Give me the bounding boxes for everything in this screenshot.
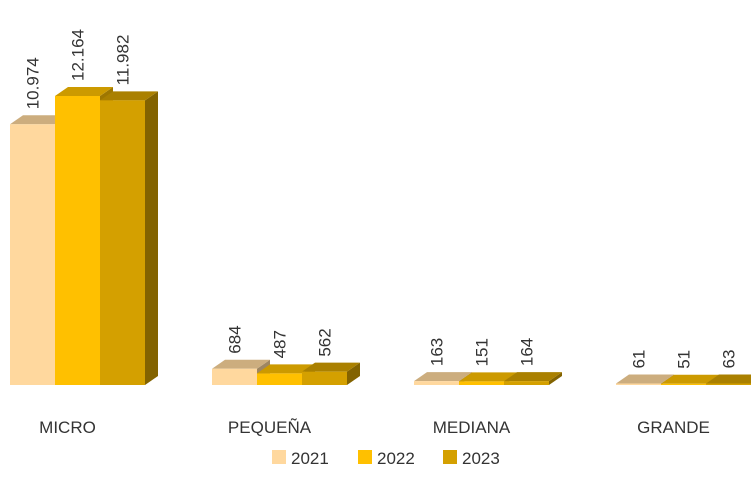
bar: [504, 381, 549, 385]
bar: [302, 371, 347, 385]
x-tick-label: MEDIANA: [433, 418, 511, 437]
bar-top: [459, 372, 517, 382]
bar: [55, 96, 100, 385]
bar-top: [10, 115, 68, 125]
legend-label: 2021: [291, 449, 329, 468]
bar-top: [55, 87, 113, 96]
value-label: 163: [428, 338, 447, 366]
value-label: 10.974: [24, 57, 43, 109]
bar-top: [504, 372, 562, 382]
value-label: 151: [473, 338, 492, 366]
x-tick-label: MICRO: [39, 418, 96, 437]
value-label: 164: [518, 338, 537, 366]
value-label: 12.164: [69, 29, 88, 81]
bar: [257, 373, 302, 385]
bar-top: [414, 372, 472, 382]
bar: [661, 383, 706, 385]
value-label: 562: [316, 328, 335, 356]
legend-swatch: [443, 450, 457, 464]
bar-top: [100, 91, 158, 101]
bar: [10, 124, 55, 386]
value-label: 63: [720, 350, 739, 369]
value-label: 61: [630, 350, 649, 369]
bar-top: [661, 374, 719, 384]
bar: [706, 383, 751, 385]
value-label: 11.982: [114, 35, 133, 86]
bar-side: [145, 91, 158, 386]
legend-label: 2022: [377, 449, 415, 468]
legend-swatch: [272, 450, 286, 464]
bar-side: [549, 372, 562, 385]
legend-swatch: [358, 450, 372, 464]
bar: [414, 381, 459, 385]
value-label: 51: [675, 350, 694, 369]
bar: [212, 368, 257, 385]
bar-top: [616, 374, 674, 384]
bar-top: [257, 364, 315, 374]
bar: [616, 383, 661, 385]
bar-top: [706, 374, 751, 384]
bar: [100, 100, 145, 386]
legend-label: 2023: [462, 449, 500, 468]
value-label: 487: [271, 330, 290, 358]
x-tick-label: GRANDE: [637, 418, 710, 437]
bar: [459, 381, 504, 385]
x-tick-label: PEQUEÑA: [228, 418, 312, 437]
value-label: 684: [226, 325, 245, 353]
bar-top: [212, 359, 270, 369]
bar-side: [347, 362, 360, 385]
bar-top: [302, 362, 360, 372]
